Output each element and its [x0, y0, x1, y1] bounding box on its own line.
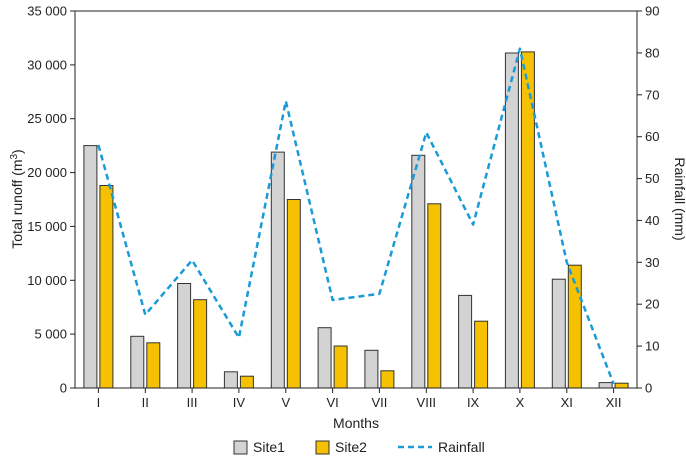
- legend-swatch-site2: [315, 440, 330, 455]
- right-tick-label: 50: [645, 171, 659, 186]
- bar-site1-II: [130, 335, 145, 389]
- bar-site1-V: [270, 151, 285, 389]
- right-tick-label: 10: [645, 339, 659, 354]
- bar-site2-I: [99, 185, 114, 389]
- bar-site2-III: [193, 299, 208, 389]
- x-tick-label: I: [97, 395, 101, 410]
- bar-site1-VI: [317, 327, 332, 389]
- left-tick-label: 5 000: [34, 327, 67, 342]
- bar-site2-II: [146, 342, 161, 389]
- x-tick-label: XII: [606, 395, 622, 410]
- legend-label-rainfall: Rainfall: [438, 439, 485, 455]
- bar-site1-I: [83, 145, 98, 389]
- bar-site1-IV: [223, 371, 238, 389]
- x-tick-label: VII: [371, 395, 387, 410]
- left-tick-label: 20 000: [27, 165, 67, 180]
- bar-site2-VIII: [427, 203, 442, 389]
- right-axis-title: Rainfall (mm): [672, 157, 686, 240]
- bar-site2-IV: [239, 375, 254, 389]
- bar-site2-V: [286, 199, 301, 389]
- right-tick-label: 30: [645, 255, 659, 270]
- x-tick-label: VI: [326, 395, 338, 410]
- x-axis-title: Months: [333, 415, 379, 431]
- right-tick-label: 40: [645, 213, 659, 228]
- bar-site1-XII: [598, 382, 613, 389]
- bar-site1-IX: [458, 294, 473, 389]
- rainfall-line-layer: [97, 47, 615, 385]
- bar-site2-VII: [380, 370, 395, 389]
- bar-site1-III: [177, 283, 192, 389]
- plot-area-frame: [74, 10, 638, 389]
- x-tick-label: II: [142, 395, 149, 410]
- bar-site1-VIII: [411, 154, 426, 389]
- bar-site1-X: [504, 52, 519, 389]
- bar-site2-IX: [474, 320, 489, 389]
- left-tick-label: 25 000: [27, 111, 67, 126]
- legend-swatch-site1: [233, 440, 248, 455]
- right-tick-label: 90: [645, 4, 659, 19]
- x-tick-label: V: [281, 395, 290, 410]
- bar-site1-XI: [551, 278, 566, 389]
- left-tick-label: 35 000: [27, 4, 67, 19]
- left-tick-label: 30 000: [27, 57, 67, 72]
- x-tick-label: IX: [467, 395, 480, 410]
- bars-layer: [83, 51, 629, 389]
- x-tick-label: XI: [561, 395, 573, 410]
- left-tick-label: 0: [60, 381, 67, 396]
- legend: Site1 Site2 Rainfall: [233, 439, 485, 455]
- x-tick-label: IV: [233, 395, 246, 410]
- legend-label-site1: Site1: [253, 439, 285, 455]
- bar-site1-VII: [364, 349, 379, 389]
- bar-site2-VI: [333, 345, 348, 389]
- right-tick-label: 80: [645, 45, 659, 60]
- bar-site2-XII: [614, 382, 629, 389]
- x-tick-label: III: [187, 395, 198, 410]
- line-rainfall: [97, 47, 615, 385]
- legend-label-site2: Site2: [335, 439, 367, 455]
- right-tick-label: 60: [645, 129, 659, 144]
- right-tick-label: 0: [645, 381, 652, 396]
- left-tick-label: 10 000: [27, 273, 67, 288]
- left-axis-title: Total runoff (m3): [9, 149, 25, 248]
- left-tick-label: 15 000: [27, 219, 67, 234]
- right-tick-label: 70: [645, 87, 659, 102]
- x-tick-label: X: [516, 395, 525, 410]
- bar-site2-X: [520, 51, 535, 389]
- right-tick-label: 20: [645, 297, 659, 312]
- x-tick-label: VIII: [417, 395, 437, 410]
